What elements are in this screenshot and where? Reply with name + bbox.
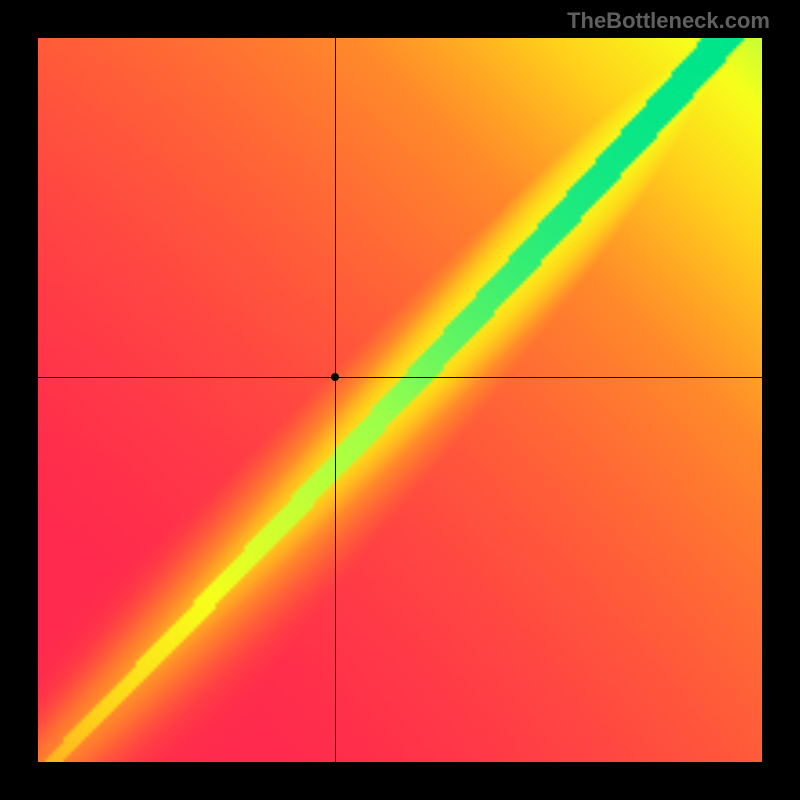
crosshair-vertical xyxy=(335,38,336,762)
heatmap-plot xyxy=(38,38,762,762)
crosshair-marker xyxy=(331,373,339,381)
crosshair-horizontal xyxy=(38,377,762,378)
watermark-text: TheBottleneck.com xyxy=(567,8,770,34)
heatmap-canvas xyxy=(38,38,762,762)
